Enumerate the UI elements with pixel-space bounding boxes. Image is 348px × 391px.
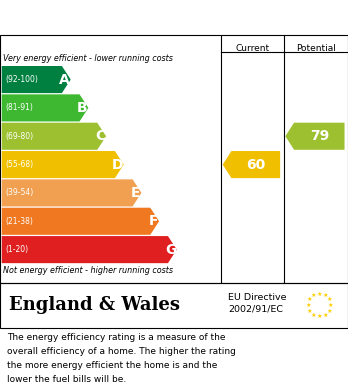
Text: ★: ★ <box>311 293 316 298</box>
Text: ★: ★ <box>322 293 328 298</box>
Text: ★: ★ <box>326 297 332 302</box>
Polygon shape <box>285 123 345 150</box>
Text: ★: ★ <box>311 313 316 318</box>
Text: 60: 60 <box>246 158 266 172</box>
Text: ★: ★ <box>307 297 312 302</box>
Text: (1-20): (1-20) <box>5 245 28 254</box>
Polygon shape <box>2 123 106 150</box>
Text: The energy efficiency rating is a measure of the: The energy efficiency rating is a measur… <box>7 333 226 342</box>
Polygon shape <box>2 208 159 235</box>
Text: (39-54): (39-54) <box>5 188 33 197</box>
Text: (92-100): (92-100) <box>5 75 38 84</box>
Text: F: F <box>148 214 158 228</box>
Text: England & Wales: England & Wales <box>9 296 180 314</box>
Text: Not energy efficient - higher running costs: Not energy efficient - higher running co… <box>3 265 174 274</box>
Text: ★: ★ <box>316 292 322 297</box>
Polygon shape <box>2 66 71 93</box>
Text: ★: ★ <box>307 308 312 314</box>
Text: Potential: Potential <box>296 45 336 54</box>
Polygon shape <box>2 94 88 122</box>
Text: Energy Efficiency Rating: Energy Efficiency Rating <box>9 10 230 25</box>
Polygon shape <box>2 236 177 263</box>
Text: E: E <box>130 186 140 200</box>
Text: 79: 79 <box>310 129 329 143</box>
Text: ★: ★ <box>305 303 311 308</box>
Text: (55-68): (55-68) <box>5 160 33 169</box>
Text: B: B <box>77 101 88 115</box>
Text: EU Directive
2002/91/EC: EU Directive 2002/91/EC <box>228 293 286 314</box>
Text: ★: ★ <box>326 308 332 314</box>
Text: D: D <box>112 158 124 172</box>
Text: Current: Current <box>235 45 269 54</box>
Polygon shape <box>223 151 280 178</box>
Text: (81-91): (81-91) <box>5 103 33 112</box>
Text: lower the fuel bills will be.: lower the fuel bills will be. <box>7 375 126 384</box>
Text: ★: ★ <box>328 303 333 308</box>
Text: Very energy efficient - lower running costs: Very energy efficient - lower running co… <box>3 54 173 63</box>
Text: ★: ★ <box>316 314 322 319</box>
Text: (69-80): (69-80) <box>5 132 33 141</box>
Text: A: A <box>59 73 70 86</box>
Text: overall efficiency of a home. The higher the rating: overall efficiency of a home. The higher… <box>7 347 236 356</box>
Text: (21-38): (21-38) <box>5 217 33 226</box>
Text: the more energy efficient the home is and the: the more energy efficient the home is an… <box>7 361 218 370</box>
Polygon shape <box>2 179 141 206</box>
Text: G: G <box>165 242 176 256</box>
Text: C: C <box>95 129 105 143</box>
Polygon shape <box>2 151 124 178</box>
Text: ★: ★ <box>322 313 328 318</box>
